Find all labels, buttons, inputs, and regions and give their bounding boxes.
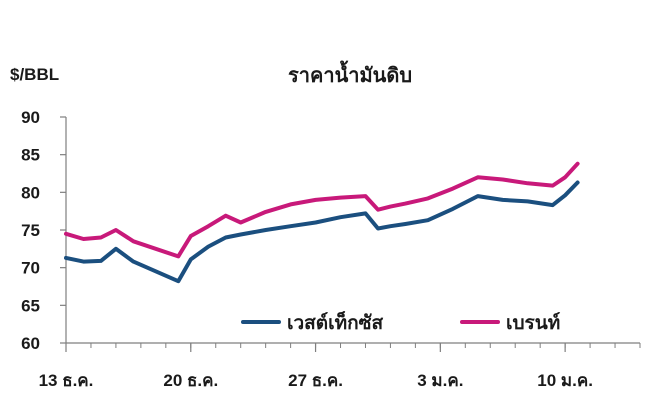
x-tick-label: 10 ม.ค.: [537, 371, 593, 390]
x-tick-label: 3 ม.ค.: [417, 371, 463, 390]
x-tick-label: 20 ธ.ค.: [163, 371, 218, 390]
axes-group: 60 65 70 75 80 85 90 13 ธ.ค. 20 ธ.ค. 27 ธ.ค. 3 ม.ค…: [21, 108, 641, 390]
y-axis-unit-label: $/BBL: [10, 65, 59, 84]
y-tick-label: 75: [21, 221, 40, 240]
series-group: [64, 161, 580, 284]
y-tick-label: 70: [21, 259, 40, 278]
y-tick-label: 85: [21, 146, 40, 165]
x-tick-label: 27 ธ.ค.: [288, 371, 343, 390]
legend: เวสต์เท็กซัส เบรนท์: [241, 310, 560, 334]
y-tick-label: 80: [21, 183, 40, 202]
legend-item-wti-label: เวสต์เท็กซัส: [287, 310, 384, 334]
series-line-brent: [64, 161, 580, 259]
x-tick-label: 13 ธ.ค.: [39, 371, 94, 390]
legend-item-brent-label: เบรนท์: [506, 312, 560, 334]
y-tick-label: 60: [21, 334, 40, 353]
chart-title: ราคาน้ำมันดิบ: [288, 60, 412, 87]
series-line-wti: [64, 180, 580, 284]
y-tick-label: 90: [21, 108, 40, 127]
y-tick-label: 65: [21, 296, 40, 315]
